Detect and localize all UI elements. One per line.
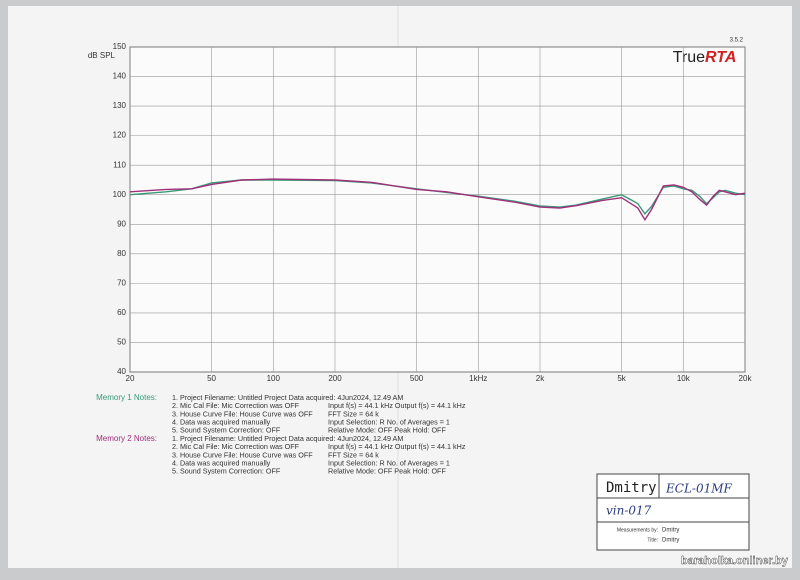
x-tick-label: 20	[126, 374, 135, 383]
x-tick-label: 50	[207, 374, 216, 383]
measured-label: Measurements by:	[617, 527, 658, 533]
logo-rta: RTA	[705, 49, 736, 66]
y-tick-label: 130	[113, 101, 127, 110]
y-tick-label: 150	[113, 42, 127, 51]
note-line: 3. House Curve File: House Curve was OFF	[172, 450, 313, 459]
notes: Memory 1 Notes: 1. Project Filename: Unti…	[96, 393, 466, 476]
x-tick-label: 2k	[536, 374, 545, 383]
measured: Dmitry	[662, 528, 679, 534]
x-tick-label: 100	[267, 374, 281, 383]
note-line: 1. Project Filename: Untitled Project Da…	[172, 434, 403, 443]
series-line	[129, 179, 746, 216]
note-line: Input f(s) = 44.1 kHz Output f(s) = 44.1…	[328, 401, 466, 410]
box-name: Dmitry	[606, 480, 657, 496]
logo-true: True	[673, 49, 705, 66]
note-line: 5. Sound System Correction: OFF	[172, 426, 281, 435]
note-line: 3. House Curve File: House Curve was OFF	[172, 409, 313, 418]
series-line	[129, 178, 746, 222]
title-label: Title:	[647, 537, 658, 543]
note-line: 4. Data was acquired manually	[172, 418, 271, 427]
x-tick-label: 500	[410, 374, 424, 383]
note-line: 4. Data was acquired manually	[172, 459, 271, 468]
y-tick-label: 140	[113, 72, 127, 81]
y-tick-label: 120	[113, 131, 127, 140]
note-line: 1. Project Filename: Untitled Project Da…	[172, 393, 403, 402]
note-line: FFT Size = 64 k	[328, 450, 379, 459]
note-line: 2. Mic Cal File: Mic Correction was OFF	[172, 442, 300, 451]
note-line: Input Selection: R No. of Averages = 1	[328, 418, 450, 427]
handwriting: vin-017	[606, 504, 652, 518]
x-tick-label: 200	[328, 374, 342, 383]
note-line: Input Selection: R No. of Averages = 1	[328, 459, 450, 468]
note-line: 5. Sound System Correction: OFF	[172, 467, 281, 476]
y-tick-label: 70	[117, 278, 126, 287]
title-value: Dmitry	[662, 538, 679, 544]
note-line: 2. Mic Cal File: Mic Correction was OFF	[172, 401, 300, 410]
title-box	[596, 473, 750, 551]
x-tick-label: 20k	[739, 374, 753, 383]
y-tick-label: 40	[117, 367, 126, 376]
handwriting: ECL-01MF	[665, 482, 733, 496]
notes-title: Memory 1 Notes:	[96, 393, 157, 402]
note-line: Input f(s) = 44.1 kHz Output f(s) = 44.1…	[328, 442, 466, 451]
y-tick-label: 110	[113, 160, 126, 169]
y-tick-label: 80	[117, 249, 126, 258]
watermark: baraholka.onliner.by	[681, 555, 789, 567]
note-line: FFT Size = 64 k	[328, 409, 379, 418]
y-tick-label: 100	[113, 190, 127, 199]
note-line: Relative Mode: OFF Peak Hold: OFF	[328, 467, 446, 476]
x-tick-label: 1kHz	[469, 374, 487, 383]
y-tick-label: 50	[117, 338, 126, 347]
plot-area	[129, 46, 746, 373]
y-tick-label: 60	[117, 308, 126, 317]
y-tick-label: 90	[117, 219, 126, 228]
version: 3.5.2	[730, 38, 744, 44]
notes-title: Memory 2 Notes:	[96, 434, 157, 443]
x-tick-label: 5k	[617, 374, 626, 383]
x-tick-label: 10k	[677, 374, 691, 383]
note-line: Relative Mode: OFF Peak Hold: OFF	[328, 426, 446, 435]
y-axis-label: dB SPL	[88, 51, 116, 60]
